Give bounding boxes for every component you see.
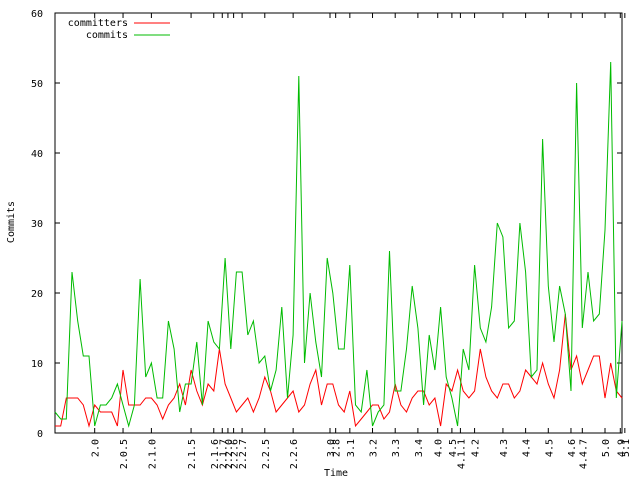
- y-tick-label: 0: [37, 429, 43, 440]
- x-tick-label: 2.2.6: [230, 439, 241, 469]
- y-tick-label: 30: [31, 219, 43, 230]
- x-tick-label: 4.0: [434, 439, 445, 457]
- x-tick-label: 3.4: [414, 439, 425, 457]
- x-tick-label: 2.1.5: [187, 439, 198, 469]
- x-tick-label: 3.1: [346, 439, 357, 457]
- x-tick-label: 4.2: [471, 439, 482, 457]
- x-tick-label: 3.0: [326, 439, 337, 457]
- x-tick-label: 3.3: [391, 439, 402, 457]
- x-tick-label: 2.0: [91, 439, 102, 457]
- x-tick-label: 2.1.0: [147, 439, 158, 469]
- legend-label-commits: commits: [86, 30, 128, 41]
- y-tick-label: 10: [31, 359, 43, 370]
- series-line-commits: [54, 61, 623, 428]
- x-tick-label: 2.2.0: [224, 439, 235, 469]
- x-tick-label: 5.1: [621, 439, 632, 457]
- x-tick-label: 2.2.5: [261, 439, 272, 469]
- series-lines: [54, 61, 623, 428]
- y-axis-label: Commits: [6, 201, 17, 243]
- x-tick-label: 4.5: [448, 439, 459, 457]
- x-tick-label: 2.0.5: [119, 439, 130, 469]
- x-axis-label: Time: [324, 468, 348, 479]
- y-axis-ticks: 0 10 20 30 40 50 60: [31, 9, 622, 440]
- x-tick-label: 4.4: [522, 439, 533, 457]
- x-tick-label: 2.1.7: [218, 439, 229, 469]
- x-tick-label: 4.1.1: [456, 439, 467, 469]
- x-tick-label: 3.2: [369, 439, 380, 457]
- x-tick-label: 4.9: [616, 439, 627, 457]
- x-tick-label: 2.8: [332, 439, 343, 457]
- y-tick-label: 50: [31, 79, 43, 90]
- x-tick-label: 4.3: [499, 439, 510, 457]
- x-tick-label: 4.5: [544, 439, 555, 457]
- x-tick-label: 2.2.7: [238, 439, 249, 469]
- legend: committers commits: [68, 18, 170, 41]
- x-tick-label: 5.0: [601, 439, 612, 457]
- series-line-committers: [55, 313, 623, 428]
- legend-label-committers: committers: [68, 18, 128, 29]
- x-tick-label: 4.4.7: [578, 439, 589, 469]
- y-tick-label: 60: [31, 9, 43, 20]
- x-axis-ticks: 2.0 2.0.5 2.1.0 2.1.5 2.1.62.1.72.2.02.2.62.…: [91, 13, 632, 469]
- y-tick-label: 20: [31, 289, 43, 300]
- y-tick-label: 40: [31, 149, 43, 160]
- x-tick-label: 2.2.6: [289, 439, 300, 469]
- x-tick-label: 2.1.6: [210, 439, 221, 469]
- x-tick-label: 4.6: [567, 439, 578, 457]
